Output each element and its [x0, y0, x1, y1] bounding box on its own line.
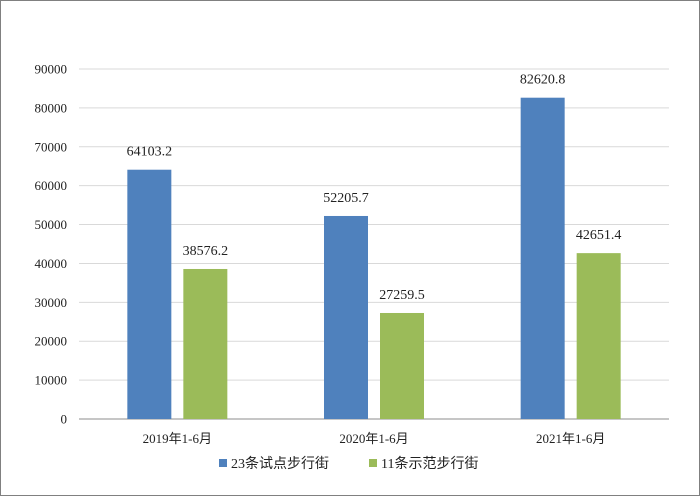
x-tick-label: 2021年1-6月 [536, 431, 605, 446]
y-tick-label: 10000 [35, 373, 68, 388]
x-tick-label: 2020年1-6月 [339, 431, 408, 446]
legend-label: 11条示范步行街 [381, 455, 478, 472]
y-tick-label: 20000 [35, 334, 68, 349]
data-label: 38576.2 [183, 244, 229, 259]
data-label: 52205.7 [323, 191, 369, 206]
legend-label: 23条试点步行街 [231, 455, 329, 472]
data-label: 64103.2 [127, 145, 173, 160]
bar-series-2-3 [576, 253, 621, 419]
legend-swatch [219, 459, 227, 467]
data-label: 82620.8 [520, 73, 566, 88]
data-label: 27259.5 [379, 288, 425, 303]
y-tick-label: 60000 [35, 178, 68, 193]
y-tick-label: 70000 [35, 139, 68, 154]
y-tick-label: 80000 [35, 100, 68, 115]
legend-swatch [369, 459, 377, 467]
data-label: 42651.4 [576, 228, 622, 243]
bar-series-1-3 [520, 97, 565, 419]
y-tick-label: 30000 [35, 295, 68, 310]
y-tick-label: 0 [61, 412, 68, 427]
y-tick-label: 90000 [35, 62, 68, 77]
y-tick-label: 40000 [35, 256, 68, 271]
bar-series-1-1 [127, 169, 172, 419]
bar-series-2-2 [380, 312, 424, 419]
y-tick-label: 50000 [35, 217, 68, 232]
bar-series-1-2 [324, 215, 368, 419]
bar-series-2-1 [183, 268, 228, 419]
x-tick-label: 2019年1-6月 [143, 431, 212, 446]
